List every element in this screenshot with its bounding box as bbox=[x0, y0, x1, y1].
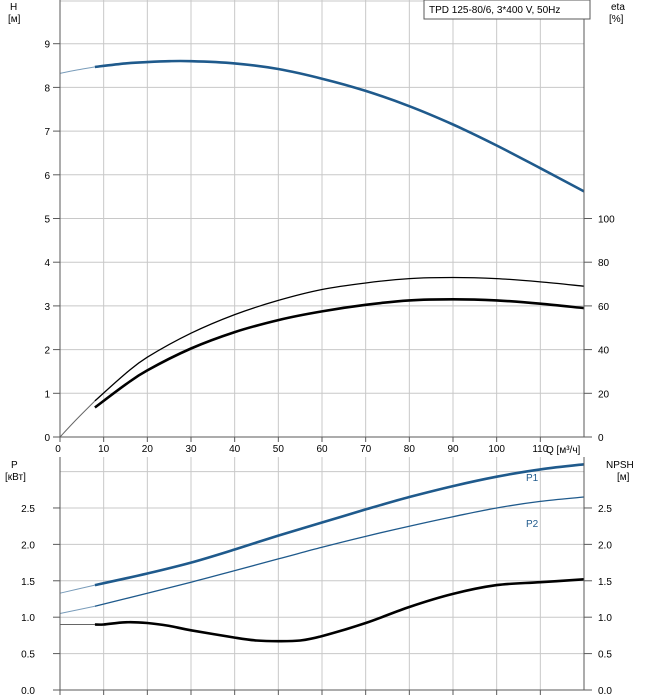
bottom-right-tick-label: 2.5 bbox=[598, 504, 612, 515]
top-left-axis-title-line1: H bbox=[10, 2, 17, 13]
top-right-tick-label: 100 bbox=[598, 215, 615, 226]
top-left-axis-title-line2: [м] bbox=[8, 14, 21, 25]
x-tick-label: 90 bbox=[447, 444, 459, 455]
x-tick-label: 70 bbox=[360, 444, 372, 455]
top-left-tick-label: 5 bbox=[44, 215, 50, 226]
top-right-tick-label: 20 bbox=[598, 389, 610, 400]
legend-box bbox=[423, 0, 591, 20]
x-tick-label: 10 bbox=[98, 444, 110, 455]
top-right-axis-title-line2: [%] bbox=[609, 14, 624, 25]
x-tick-label: 0 bbox=[55, 444, 61, 455]
x-tick-label: 80 bbox=[404, 444, 416, 455]
top-left-tick-label: 3 bbox=[44, 302, 50, 313]
head-curve bbox=[94, 59, 585, 193]
bottom-right-tick-label: 1.5 bbox=[598, 577, 612, 588]
bottom-left-axis-title-line2: [кВт] bbox=[5, 472, 26, 483]
top-left-tick-label: 9 bbox=[44, 40, 50, 51]
bottom-right-tick-label: 0.0 bbox=[598, 686, 612, 697]
p2-curve-label: P2 bbox=[526, 519, 539, 530]
x-tick-label: 100 bbox=[488, 444, 505, 455]
bottom-left-tick-label: 2.5 bbox=[21, 504, 35, 515]
bottom-right-tick-label: 1.0 bbox=[598, 613, 612, 624]
eta-curve-thin-extension bbox=[59, 400, 96, 438]
top-right-tick-label: 80 bbox=[598, 258, 610, 269]
bottom-left-tick-label: 1.5 bbox=[21, 577, 35, 588]
curves-layer bbox=[59, 59, 585, 643]
x-tick-label: 50 bbox=[273, 444, 285, 455]
top-left-tick-label: 8 bbox=[44, 83, 50, 94]
top-grid bbox=[60, 0, 584, 437]
bottom-right-axis-title-line1: NPSH bbox=[606, 460, 634, 471]
top-left-tick-label: 7 bbox=[44, 127, 50, 138]
p1-curve bbox=[94, 463, 585, 587]
p1-curve-extension bbox=[59, 584, 96, 594]
bottom-left-axis-title-line1: P bbox=[11, 460, 18, 471]
top-left-tick-label: 2 bbox=[44, 346, 50, 357]
p2-curve bbox=[94, 496, 585, 607]
x-tick-label: 20 bbox=[142, 444, 154, 455]
tick-labels: 0 10 20 30 40 50 60 70 80 90 100 110012345678902040… bbox=[21, 40, 615, 697]
head-curve-extension bbox=[59, 66, 95, 74]
legend-text: TPD 125-80/6, 3*400 V, 50Hz bbox=[429, 5, 560, 16]
top-left-tick-label: 4 bbox=[44, 258, 50, 269]
x-axis-title: Q [м³/ч] bbox=[546, 445, 581, 456]
npsh-curve bbox=[94, 578, 585, 643]
bottom-left-tick-label: 0.0 bbox=[21, 686, 35, 697]
x-tick-label: 60 bbox=[316, 444, 328, 455]
p2-curve-extension bbox=[59, 605, 96, 614]
eta-curve-thick bbox=[94, 298, 585, 409]
top-right-tick-label: 60 bbox=[598, 302, 610, 313]
x-tick-label: 40 bbox=[229, 444, 241, 455]
p1-curve-label: P1 bbox=[526, 473, 539, 484]
bottom-left-tick-label: 1.0 bbox=[21, 613, 35, 624]
bottom-right-axis-title-line2: [м] bbox=[617, 472, 630, 483]
bottom-left-tick-label: 2.0 bbox=[21, 540, 35, 551]
top-left-tick-label: 1 bbox=[44, 389, 50, 400]
top-left-tick-label: 0 bbox=[44, 433, 50, 444]
x-tick-label: 30 bbox=[185, 444, 197, 455]
bottom-right-tick-label: 2.0 bbox=[598, 540, 612, 551]
top-right-axis-title-line1: eta bbox=[611, 2, 625, 13]
top-left-tick-label: 6 bbox=[44, 171, 50, 182]
top-right-tick-label: 0 bbox=[598, 433, 604, 444]
eta-curve-thin bbox=[94, 276, 585, 402]
bottom-grid bbox=[60, 457, 584, 690]
top-right-tick-label: 40 bbox=[598, 346, 610, 357]
bottom-left-tick-label: 0.5 bbox=[21, 650, 35, 661]
bottom-right-tick-label: 0.5 bbox=[598, 650, 612, 661]
x-tick-label: 110 bbox=[532, 444, 548, 455]
